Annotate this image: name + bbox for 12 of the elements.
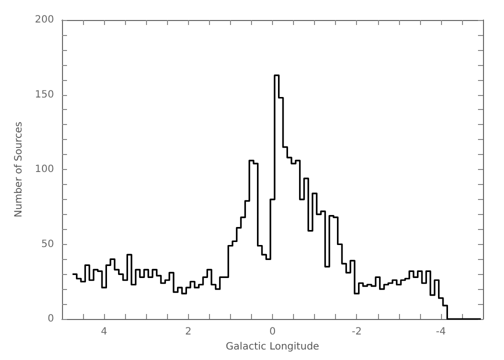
x-tick-label: 0 <box>269 326 276 338</box>
x-axis-title: Galactic Longitude <box>226 341 320 352</box>
y-tick-label: 100 <box>34 164 54 175</box>
y-tick-label: 200 <box>34 14 54 26</box>
x-tick-label: 2 <box>185 326 192 338</box>
y-tick-label: 0 <box>48 314 54 324</box>
x-tick-label: -4 <box>436 326 446 338</box>
y-tick-label: 50 <box>41 238 54 250</box>
y-axis-title: Number of Sources <box>14 122 24 218</box>
x-tick-label: -2 <box>352 326 362 338</box>
y-tick-label: 150 <box>34 89 54 100</box>
x-tick-label: 4 <box>100 326 108 338</box>
